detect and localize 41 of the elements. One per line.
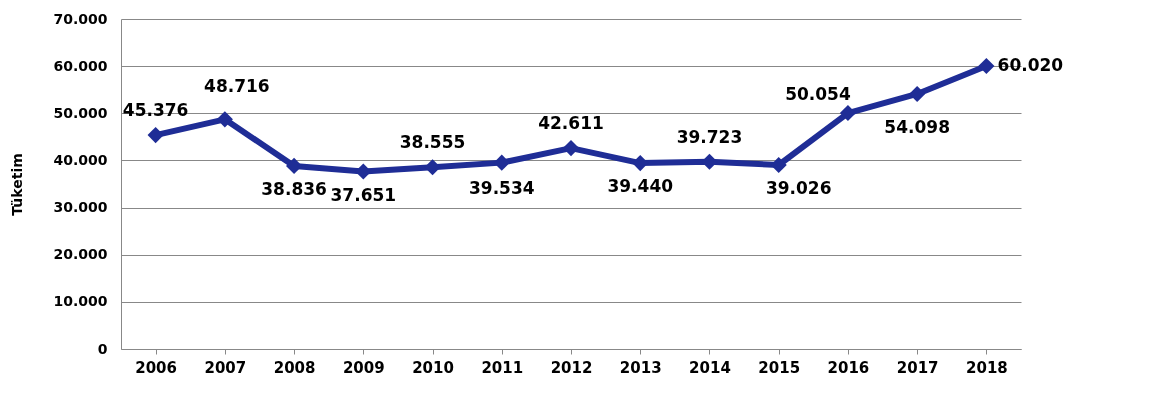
data-label: 45.376 (122, 100, 189, 121)
data-label: 37.651 (330, 184, 397, 205)
y-tick-label: 20.000 (53, 246, 108, 263)
x-tick-label: 2016 (827, 358, 870, 377)
x-tick-label: 2014 (689, 358, 731, 377)
x-tick-label: 2006 (135, 358, 177, 377)
data-label: 39.026 (765, 178, 832, 199)
x-tick-label: 2013 (619, 358, 662, 377)
y-tick-label: 10.000 (53, 293, 108, 310)
point (978, 57, 995, 75)
data-label: 38.836 (261, 178, 327, 199)
y-tick-label: 60.000 (53, 57, 108, 74)
point (909, 85, 926, 103)
x-tick-label: 2012 (550, 358, 593, 377)
x-tick-label: 2010 (412, 358, 454, 377)
x-tick-label: 2009 (342, 358, 385, 377)
x-tick-label: 2007 (204, 358, 247, 377)
y-axis-title: Tüketim (9, 153, 26, 216)
y-tick-label: 50.000 (53, 104, 108, 121)
data-label: 39.440 (607, 176, 674, 197)
data-label: 48.716 (204, 76, 270, 97)
x-tick-label: 2017 (896, 358, 939, 377)
data-label: 50.054 (785, 84, 851, 105)
data-label: 39.723 (676, 126, 743, 147)
y-tick-label: 40.000 (53, 151, 108, 168)
data-label: 42.611 (538, 113, 604, 134)
point (562, 140, 580, 157)
x-tick-label: 2011 (481, 358, 524, 377)
x-tick-label: 2008 (273, 358, 316, 377)
point (839, 104, 856, 122)
data-label: 54.098 (884, 116, 950, 137)
x-tick-label: 2015 (758, 358, 801, 377)
x-tick-label: 2018 (966, 358, 1008, 377)
y-tick-label: 0 (97, 340, 108, 357)
y-tick-label: 70.000 (53, 10, 108, 27)
data-label: 38.555 (399, 132, 466, 153)
point (216, 111, 233, 128)
y-tick-label: 30.000 (53, 199, 108, 216)
point (147, 127, 164, 144)
data-label: 39.534 (468, 177, 535, 198)
data-label: 60.020 (997, 55, 1064, 76)
